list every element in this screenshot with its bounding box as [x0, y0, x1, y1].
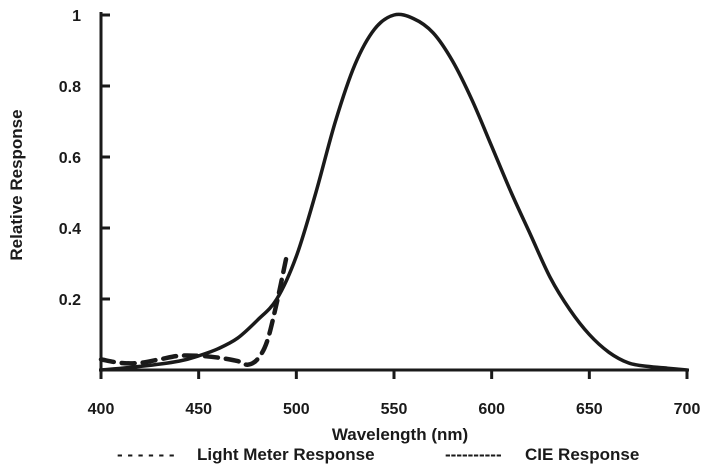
x-tick-label: 650	[576, 401, 603, 418]
series-light-meter-line	[98, 254, 289, 367]
legend-marker-light-meter: - - - - - -	[117, 445, 175, 464]
x-tick-label: 700	[674, 401, 701, 418]
y-tick-label: 0.6	[59, 150, 81, 167]
x-tick-label: 400	[88, 401, 115, 418]
y-tick-label: 0.4	[59, 221, 81, 238]
legend-marker-cie: ----------	[445, 445, 502, 464]
x-tick-label: 600	[478, 401, 505, 418]
legend: - - - - - - Light Meter Response -------…	[117, 445, 639, 464]
y-tick-label: 0.2	[59, 292, 81, 309]
y-tick-label: 0.8	[59, 79, 81, 96]
x-tick-label: 550	[381, 401, 408, 418]
y-tick-label: 1	[72, 8, 81, 25]
legend-label-light-meter: Light Meter Response	[197, 445, 375, 464]
series-cie-line	[99, 12, 689, 372]
x-tick-label: 500	[283, 401, 310, 418]
legend-label-cie: CIE Response	[525, 445, 639, 464]
x-axis-title: Wavelength (nm)	[332, 425, 468, 444]
x-tick-label: 450	[185, 401, 212, 418]
y-axis-title: Relative Response	[7, 109, 26, 260]
